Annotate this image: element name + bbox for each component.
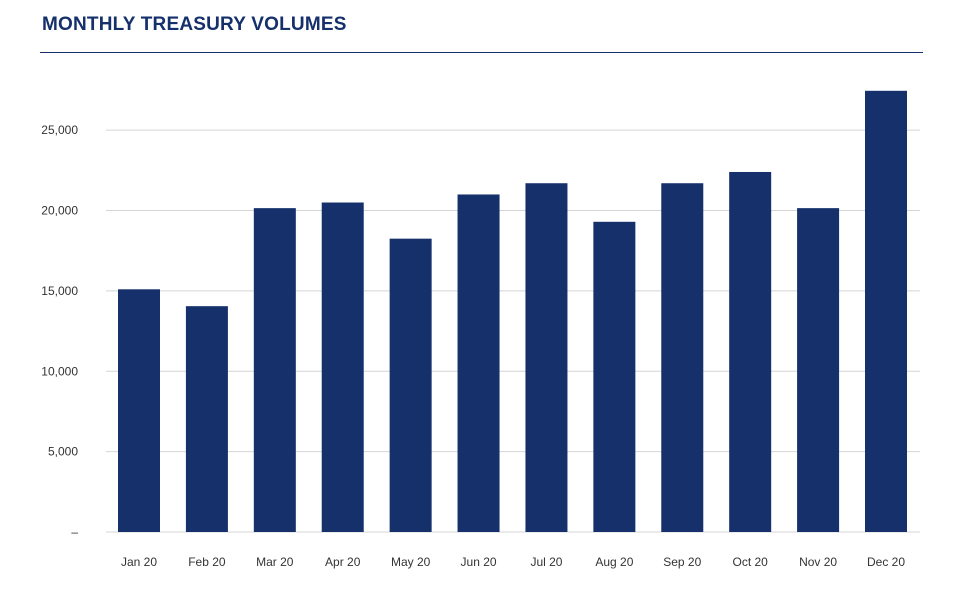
x-tick-label: Jan 20 (121, 555, 157, 569)
x-tick-label: Jun 20 (461, 555, 497, 569)
bar-sep-20 (661, 183, 704, 533)
bar-dec-20 (865, 90, 907, 532)
x-tick-label: Nov 20 (799, 555, 837, 569)
bar-feb-20 (185, 306, 228, 532)
x-tick-label: Aug 20 (595, 555, 633, 569)
title-divider (40, 52, 923, 53)
y-tick-label: 20,000 (41, 204, 78, 218)
bar-jul-20 (525, 183, 568, 533)
x-tick-label: Mar 20 (256, 555, 294, 569)
gridlines (106, 129, 920, 533)
x-axis-ticks: Jan 20 Feb 20 Mar 20 Apr 20 May 20 Jun 20 Jul … (121, 555, 905, 569)
bar-oct-20 (729, 171, 772, 533)
bar-nov-20 (797, 208, 840, 532)
chart-title: MONTHLY TREASURY VOLUMES (42, 14, 347, 35)
x-tick-label: Oct 20 (733, 555, 769, 569)
y-tick-label: 5,000 (48, 445, 78, 459)
y-tick-label: 10,000 (41, 364, 78, 378)
x-tick-label: May 20 (391, 555, 431, 569)
bar-jun-20 (457, 194, 500, 533)
x-tick-label: Jul 20 (530, 555, 562, 569)
y-tick-label: 15,000 (41, 284, 78, 298)
bar-may-20 (389, 238, 432, 532)
x-tick-label: Feb 20 (188, 555, 226, 569)
y-axis-ticks: – 5,000 10,000 15,000 20,000 25,000 (41, 123, 78, 539)
x-tick-label: Sep 20 (663, 555, 701, 569)
y-tick-label: – (71, 525, 78, 539)
bar-aug-20 (593, 221, 636, 532)
y-tick-label: 25,000 (41, 123, 78, 137)
x-tick-label: Dec 20 (867, 555, 905, 569)
bar-mar-20 (253, 208, 296, 532)
bar-apr-20 (321, 202, 364, 532)
bars (118, 90, 907, 533)
bar-jan-20 (118, 289, 160, 532)
x-tick-label: Apr 20 (325, 555, 361, 569)
